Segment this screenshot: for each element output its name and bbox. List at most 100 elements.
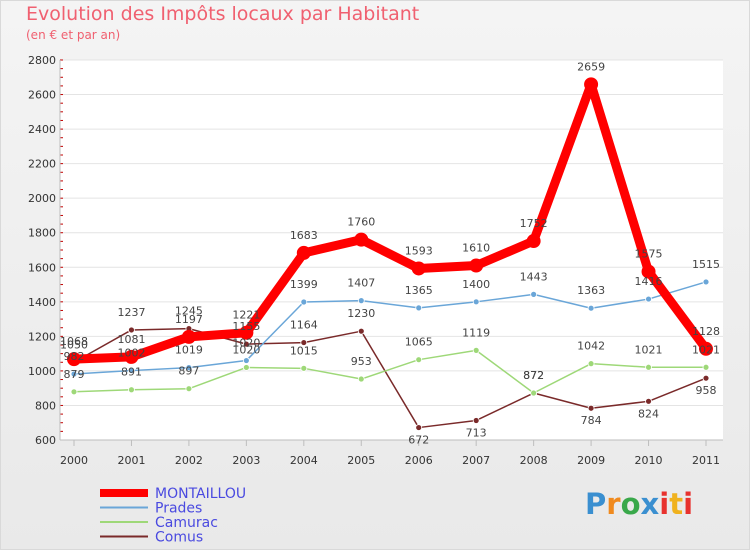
data-label-camurac: 879	[64, 368, 85, 381]
data-point-prades	[587, 304, 595, 312]
data-label-prades: 1019	[175, 344, 203, 357]
data-point-montaillou	[641, 264, 656, 279]
data-point-prades	[415, 304, 423, 312]
logo-letter: i	[659, 487, 670, 521]
data-label-montaillou: 2659	[577, 60, 605, 73]
data-label-camurac: 872	[523, 369, 544, 382]
logo-letter: o	[620, 487, 641, 521]
data-point-comus	[415, 424, 423, 431]
data-label-comus: 784	[581, 414, 602, 427]
data-point-camurac	[300, 364, 308, 372]
x-tick-label: 2011	[692, 454, 720, 467]
data-point-camurac	[587, 360, 595, 368]
y-tick-label: 1400	[28, 296, 56, 309]
y-tick-label: 2400	[28, 123, 56, 136]
data-point-comus	[357, 327, 365, 335]
data-label-comus: 824	[638, 407, 659, 420]
data-point-camurac	[242, 364, 250, 371]
data-label-prades: 982	[64, 350, 85, 363]
data-point-prades	[70, 370, 78, 378]
data-point-comus	[472, 417, 480, 424]
data-label-prades: 1443	[520, 270, 548, 283]
data-label-montaillou: 1760	[347, 216, 375, 229]
data-label-prades: 1407	[347, 277, 375, 290]
series-line-prades	[73, 281, 707, 375]
data-label-prades: 1020	[232, 337, 260, 350]
data-label-montaillou: 1752	[520, 217, 548, 230]
data-label-comus: 672	[408, 434, 429, 447]
data-label-prades: 1515	[692, 258, 720, 271]
data-label-prades: 1399	[290, 278, 318, 291]
data-point-comus	[300, 339, 308, 346]
logo-letter: P	[585, 487, 607, 521]
data-point-prades	[242, 357, 250, 364]
data-point-montaillou	[526, 234, 541, 249]
y-tick-label: 2000	[28, 192, 56, 205]
data-label-prades: 1365	[405, 284, 433, 297]
data-label-comus: 1237	[117, 306, 145, 319]
data-point-camurac	[357, 375, 365, 383]
data-point-montaillou	[584, 77, 599, 92]
x-tick-label: 2005	[347, 454, 375, 467]
legend-label: Comus	[155, 530, 203, 546]
data-point-camurac	[645, 363, 652, 371]
data-label-prades: 1400	[462, 278, 490, 291]
data-point-camurac	[472, 346, 480, 354]
data-label-comus: 1230	[347, 307, 375, 320]
data-point-camurac	[702, 363, 710, 371]
data-point-prades	[185, 364, 193, 372]
data-label-montaillou: 1575	[635, 248, 663, 261]
data-point-comus	[702, 374, 710, 382]
data-label-montaillou: 1197	[175, 313, 203, 326]
data-label-camurac: 1020	[232, 343, 260, 356]
data-point-montaillou	[296, 245, 311, 260]
data-label-camurac: 1042	[577, 340, 605, 353]
data-point-prades	[357, 297, 365, 305]
series-line-comus	[73, 327, 707, 429]
data-point-montaillou	[411, 261, 426, 276]
data-label-camurac: 953	[351, 355, 372, 368]
data-label-comus: 1164	[290, 319, 318, 332]
logo-letter: x	[640, 487, 660, 521]
data-point-comus	[587, 404, 595, 412]
data-label-comus: 1155	[232, 320, 260, 333]
data-label-prades: 1002	[117, 347, 145, 360]
x-tick-label: 2003	[232, 454, 260, 467]
data-point-prades	[128, 367, 135, 374]
y-tick-label: 800	[35, 399, 56, 412]
data-label-camurac: 1065	[405, 336, 433, 349]
data-label-comus: 1245	[175, 305, 203, 318]
data-point-prades	[472, 298, 480, 306]
data-label-montaillou: 1610	[462, 242, 490, 255]
data-point-prades	[300, 298, 308, 306]
x-tick-label: 2001	[117, 454, 145, 467]
data-point-montaillou	[699, 341, 713, 356]
y-tick-label: 1000	[28, 365, 56, 378]
x-tick-label: 2004	[290, 454, 318, 467]
data-point-montaillou	[469, 258, 484, 273]
x-tick-label: 2010	[635, 454, 663, 467]
data-point-montaillou	[239, 325, 254, 340]
data-label-camurac: 1015	[290, 344, 318, 357]
data-label-camurac: 891	[121, 366, 142, 379]
logo-letter: t	[669, 487, 684, 521]
legend-label: Camurac	[155, 515, 218, 531]
data-point-prades	[530, 290, 538, 298]
y-tick-label: 1600	[28, 261, 56, 274]
x-tick-label: 2008	[520, 454, 548, 467]
data-point-camurac	[70, 388, 78, 396]
data-point-montaillou	[354, 232, 369, 247]
data-label-montaillou: 1683	[290, 229, 318, 242]
data-point-camurac	[185, 385, 193, 393]
data-label-montaillou: 1221	[232, 309, 260, 322]
x-tick-label: 2009	[577, 454, 605, 467]
data-label-montaillou: 1593	[405, 244, 433, 257]
data-label-comus: 713	[466, 426, 487, 439]
data-label-camurac: 1119	[462, 326, 490, 339]
series-line-camurac	[73, 349, 707, 394]
data-label-prades: 1363	[577, 284, 605, 297]
data-point-prades	[702, 278, 710, 286]
x-tick-label: 2006	[405, 454, 433, 467]
data-label-comus: 1050	[60, 338, 88, 351]
y-tick-label: 2800	[28, 54, 56, 67]
